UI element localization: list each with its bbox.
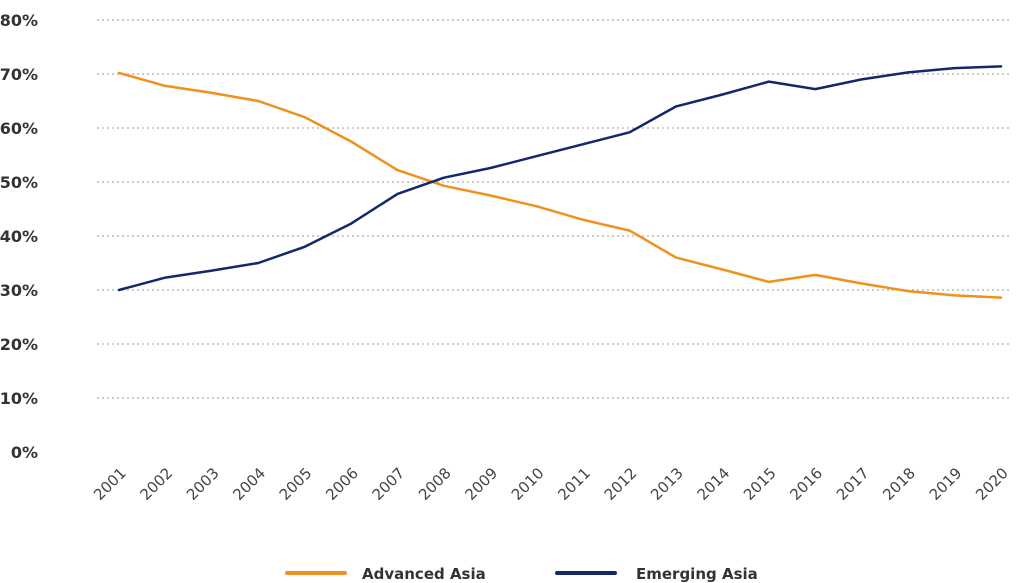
x-tick-label: 2015 — [740, 464, 780, 504]
y-tick-label: 80% — [0, 11, 38, 30]
y-axis-tick-labels: 0% 10% 20% 30% 40% 50% 60% 70% 80% — [0, 11, 38, 462]
y-tick-label: 70% — [0, 65, 38, 84]
x-tick-label: 2002 — [137, 464, 177, 504]
x-tick-label: 2004 — [229, 464, 269, 504]
x-tick-label: 2020 — [972, 464, 1012, 504]
y-tick-label: 20% — [0, 335, 38, 354]
y-tick-label: 40% — [0, 227, 38, 246]
x-tick-label: 2010 — [508, 464, 548, 504]
x-tick-label: 2013 — [647, 464, 687, 504]
x-tick-label: 2007 — [369, 464, 409, 504]
y-tick-label: 60% — [0, 119, 38, 138]
y-tick-label: 10% — [0, 389, 38, 408]
y-tick-label: 30% — [0, 281, 38, 300]
x-tick-label: 2016 — [786, 464, 826, 504]
x-tick-label: 2011 — [554, 464, 594, 504]
x-tick-label: 2012 — [601, 464, 641, 504]
x-tick-label: 2003 — [183, 464, 223, 504]
x-tick-label: 2005 — [276, 464, 316, 504]
x-tick-label: 2018 — [879, 464, 919, 504]
legend-label-emerging-asia: Emerging Asia — [636, 565, 758, 583]
gridlines — [97, 19, 1010, 399]
x-tick-label: 2014 — [694, 464, 734, 504]
legend: Advanced Asia Emerging Asia — [285, 565, 758, 583]
x-tick-label: 2006 — [322, 464, 362, 504]
x-tick-label: 2017 — [833, 464, 873, 504]
series-line-advanced-asia — [117, 71, 1003, 299]
legend-label-advanced-asia: Advanced Asia — [362, 565, 486, 583]
x-tick-label: 2001 — [90, 464, 130, 504]
series-line-emerging-asia — [117, 65, 1003, 292]
x-tick-label: 2008 — [415, 464, 455, 504]
y-tick-label: 0% — [11, 443, 38, 462]
x-tick-label: 2009 — [461, 464, 501, 504]
x-tick-label: 2019 — [926, 464, 966, 504]
series-lines — [117, 65, 1003, 299]
x-axis-tick-labels: 2001 2002 2003 2004 2005 2006 2007 2008 2009 2010… — [90, 464, 1012, 504]
y-tick-label: 50% — [0, 173, 38, 192]
